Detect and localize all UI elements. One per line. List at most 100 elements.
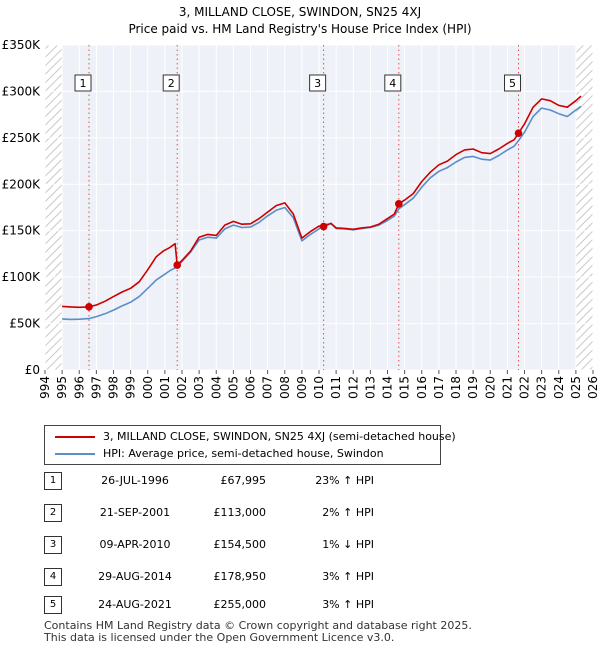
sale-price: £113,000 bbox=[213, 506, 267, 519]
y-tick-label: £350K bbox=[2, 38, 42, 52]
hatched-regions bbox=[45, 45, 593, 370]
x-tick-label: 2005 bbox=[226, 376, 240, 400]
legend-label-hpi: HPI: Average price, semi-detached house,… bbox=[103, 447, 384, 460]
sale-markers: 1 2 3 4 5 bbox=[74, 74, 522, 92]
x-tick-label: 2021 bbox=[500, 376, 514, 400]
x-tick-label: 2018 bbox=[449, 376, 463, 400]
sale-date: 09-APR-2010 bbox=[99, 538, 171, 551]
price-chart: 1 2 3 4 5 £0 £50K £100K £150K £200K £250K £300K £35… bbox=[2, 38, 600, 400]
sale-hpi-diff: 3% ↑ HPI bbox=[322, 598, 374, 611]
sale-number: 3 bbox=[44, 536, 62, 554]
x-tick-label: 2001 bbox=[158, 376, 172, 400]
sale-marker-box-3 bbox=[309, 74, 327, 92]
sale-points bbox=[85, 129, 523, 311]
legend-swatch-property bbox=[55, 436, 95, 438]
footer-licence: This data is licensed under the Open Gov… bbox=[44, 631, 395, 644]
table-row: 3 09-APR-2010 £154,500 1% ↓ HPI bbox=[44, 536, 464, 556]
sale-price: £255,000 bbox=[213, 598, 267, 611]
x-tick-label: 2008 bbox=[278, 376, 292, 400]
sale-marker-box-2 bbox=[162, 74, 180, 92]
table-row: 1 26-JUL-1996 £67,995 23% ↑ HPI bbox=[44, 472, 464, 492]
y-axis-ticks: £0 £50K £100K £150K £200K £250K £300K £350K bbox=[2, 38, 42, 377]
x-tick-label: 2023 bbox=[535, 376, 549, 400]
sale-hpi-diff: 3% ↑ HPI bbox=[322, 570, 374, 583]
x-tick-label: 2010 bbox=[312, 376, 326, 400]
legend: 3, MILLAND CLOSE, SWINDON, SN25 4XJ (sem… bbox=[44, 425, 456, 465]
y-tick-label: £300K bbox=[2, 84, 42, 98]
sale-number: 4 bbox=[44, 568, 62, 586]
sale-hpi-diff: 23% ↑ HPI bbox=[315, 474, 374, 487]
sale-hpi-diff: 2% ↑ HPI bbox=[322, 506, 374, 519]
y-tick-label: £100K bbox=[2, 270, 42, 284]
y-tick-label: £250K bbox=[2, 131, 42, 145]
sale-marker-label-3: 3 bbox=[314, 77, 321, 90]
x-tick-label: 1998 bbox=[107, 376, 121, 400]
x-tick-label: 2012 bbox=[346, 376, 360, 400]
sale-point-3 bbox=[319, 222, 328, 231]
sale-date: 26-JUL-1996 bbox=[101, 474, 169, 487]
y-tick-label: £0 bbox=[25, 363, 40, 377]
footer-copyright: Contains HM Land Registry data © Crown c… bbox=[44, 619, 472, 632]
sale-number: 1 bbox=[44, 472, 62, 490]
sale-price: £154,500 bbox=[213, 538, 267, 551]
x-tick-label: 2014 bbox=[381, 376, 395, 400]
chart-title-block: 3, MILLAND CLOSE, SWINDON, SN25 4XJ Pric… bbox=[0, 4, 600, 38]
x-tick-label: 1994 bbox=[38, 376, 52, 400]
chart-title: 3, MILLAND CLOSE, SWINDON, SN25 4XJ bbox=[178, 5, 422, 19]
sale-date: 29-AUG-2014 bbox=[98, 570, 172, 583]
x-tick-label: 1996 bbox=[72, 376, 86, 400]
table-row: 4 29-AUG-2014 £178,950 3% ↑ HPI bbox=[44, 568, 464, 588]
sale-marker-label-2: 2 bbox=[168, 77, 175, 90]
x-tick-label: 2007 bbox=[261, 376, 275, 400]
y-tick-label: £50K bbox=[9, 317, 41, 331]
x-tick-label: 2024 bbox=[552, 376, 566, 400]
sale-point-2 bbox=[173, 261, 182, 269]
x-tick-label: 2026 bbox=[586, 376, 600, 400]
sale-hpi-diff: 1% ↓ HPI bbox=[322, 538, 374, 551]
x-tick-label: 2016 bbox=[415, 376, 429, 400]
x-tick-label: 2015 bbox=[398, 376, 412, 400]
hatched-region-1 bbox=[575, 45, 593, 370]
x-tick-label: 2013 bbox=[363, 376, 377, 400]
sale-date: 21-SEP-2001 bbox=[99, 506, 171, 519]
sale-number: 5 bbox=[44, 596, 62, 614]
sale-marker-label-5: 5 bbox=[509, 77, 516, 90]
sale-marker-box-5 bbox=[504, 74, 522, 92]
hatched-region-0 bbox=[45, 45, 63, 370]
sale-point-5 bbox=[514, 129, 523, 138]
legend-label-property: 3, MILLAND CLOSE, SWINDON, SN25 4XJ (sem… bbox=[103, 430, 456, 443]
x-tick-label: 1995 bbox=[55, 376, 69, 400]
x-tick-label: 2017 bbox=[432, 376, 446, 400]
sale-date: 24-AUG-2021 bbox=[98, 598, 172, 611]
legend-item-hpi: HPI: Average price, semi-detached house,… bbox=[55, 446, 384, 462]
x-tick-label: 2002 bbox=[175, 376, 189, 400]
legend-item-property: 3, MILLAND CLOSE, SWINDON, SN25 4XJ (sem… bbox=[55, 429, 456, 445]
sale-marker-label-4: 4 bbox=[389, 77, 396, 90]
sale-marker-box-4 bbox=[384, 74, 402, 92]
x-tick-label: 2003 bbox=[192, 376, 206, 400]
footer: Contains HM Land Registry data © Crown c… bbox=[44, 620, 472, 644]
x-tick-label: 2020 bbox=[483, 376, 497, 400]
table-row: 2 21-SEP-2001 £113,000 2% ↑ HPI bbox=[44, 504, 464, 524]
sale-marker-label-1: 1 bbox=[80, 77, 87, 90]
sale-price: £67,995 bbox=[220, 474, 267, 487]
table-row: 5 24-AUG-2021 £255,000 3% ↑ HPI bbox=[44, 596, 464, 616]
x-tick-label: 1999 bbox=[124, 376, 138, 400]
x-tick-label: 2011 bbox=[329, 376, 343, 400]
x-tick-label: 2025 bbox=[569, 376, 583, 400]
x-tick-label: 2006 bbox=[244, 376, 258, 400]
sale-price: £178,950 bbox=[213, 570, 267, 583]
x-tick-label: 2019 bbox=[466, 376, 480, 400]
y-tick-label: £150K bbox=[2, 224, 42, 238]
chart-subtitle: Price paid vs. HM Land Registry's House … bbox=[128, 22, 472, 36]
sale-point-1 bbox=[85, 303, 93, 311]
x-tick-label: 2000 bbox=[141, 376, 155, 400]
x-tick-label: 2022 bbox=[518, 376, 532, 400]
x-tick-label: 2004 bbox=[209, 376, 223, 400]
sale-number: 2 bbox=[44, 504, 62, 522]
legend-swatch-hpi bbox=[55, 453, 95, 455]
x-axis-ticks: 1994 1995 1996 1997 1998 1999 2000 2001 2002 2003… bbox=[38, 370, 600, 400]
sale-marker-box-1 bbox=[74, 74, 92, 92]
y-tick-label: £200K bbox=[2, 177, 42, 191]
x-tick-label: 2009 bbox=[295, 376, 309, 400]
